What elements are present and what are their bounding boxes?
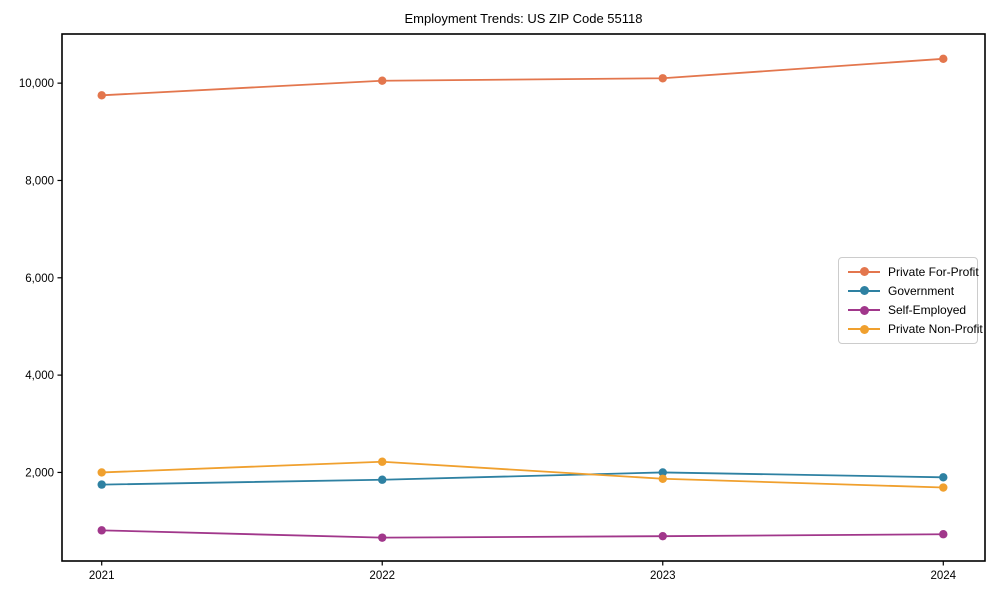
data-point-self-employed-2021 (97, 526, 106, 535)
legend-item: Private For-Profit (848, 262, 979, 281)
data-point-private-non-profit-2024 (939, 483, 948, 492)
series-government (97, 468, 948, 489)
y-tick-label: 4,000 (25, 370, 54, 382)
x-tick-label: 2021 (89, 570, 115, 582)
series-line-private-non-profit (101, 460, 944, 489)
series-private-for-profit (97, 54, 948, 100)
data-point-private-non-profit-2021 (97, 468, 106, 477)
series-line-private-for-profit (101, 57, 944, 97)
legend-item: Government (848, 281, 971, 300)
data-point-private-for-profit-2024 (939, 54, 948, 64)
legend-label: Self-Employed (888, 303, 967, 318)
y-tick-label: 10,000 (19, 78, 54, 90)
series-self-employed (97, 526, 948, 542)
legend-marker-icon (848, 305, 880, 315)
data-point-private-for-profit-2021 (97, 91, 106, 100)
axes-spines (61, 33, 986, 562)
legend: Private For-Profit Government Self-Employe… (838, 257, 983, 344)
x-tick-label: 2024 (930, 570, 956, 582)
series-private-non-profit (97, 457, 948, 492)
legend-label: Private For-Profit (888, 264, 979, 279)
data-point-private-non-profit-2023 (658, 474, 667, 483)
y-tick-label: 2,000 (25, 467, 54, 479)
data-point-self-employed-2022 (378, 533, 387, 542)
x-tick-label: 2023 (650, 570, 676, 582)
y-tick-label: 8,000 (25, 175, 54, 187)
data-point-self-employed-2023 (658, 531, 667, 541)
chart-title: Employment Trends: US ZIP Code 55118 (404, 11, 643, 26)
series-line-self-employed (101, 529, 944, 539)
legend-item: Self-Employed (848, 301, 971, 320)
y-axis: 2,000 4,000 6,000 8,000 10,000 (19, 78, 62, 479)
data-point-government-2021 (97, 480, 106, 489)
legend-item: Private Non-Profit (848, 320, 983, 339)
data-point-private-for-profit-2023 (658, 74, 667, 83)
data-point-government-2023 (658, 468, 667, 477)
legend-label: Private Non-Profit (888, 322, 983, 337)
legend-marker-icon (848, 324, 880, 334)
series-line-government (101, 471, 944, 486)
legend-marker-icon (848, 267, 880, 277)
legend-marker-icon (848, 286, 880, 296)
data-point-self-employed-2024 (939, 530, 948, 539)
x-tick-label: 2022 (369, 570, 395, 582)
y-tick-label: 6,000 (25, 273, 54, 285)
x-axis: 2021 2022 2023 2024 (89, 561, 957, 582)
data-point-government-2024 (939, 473, 948, 482)
legend-label: Government (888, 283, 955, 298)
data-point-government-2022 (378, 475, 387, 484)
data-point-private-for-profit-2022 (378, 76, 387, 85)
data-point-private-non-profit-2022 (378, 457, 387, 466)
